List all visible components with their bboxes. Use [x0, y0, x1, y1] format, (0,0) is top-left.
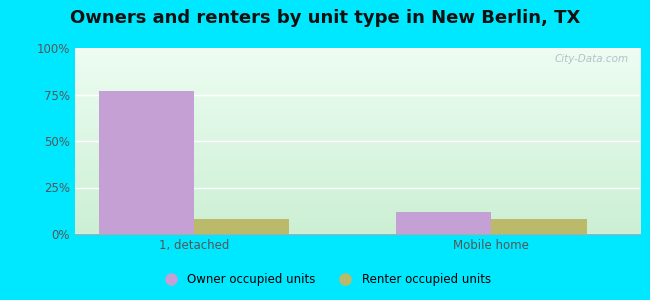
Text: City-Data.com: City-Data.com — [555, 54, 629, 64]
Bar — [491, 219, 587, 234]
Text: Owners and renters by unit type in New Berlin, TX: Owners and renters by unit type in New B… — [70, 9, 580, 27]
Bar — [194, 219, 289, 234]
Legend: Owner occupied units, Renter occupied units: Owner occupied units, Renter occupied un… — [154, 269, 496, 291]
Bar — [396, 212, 491, 234]
Bar — [99, 91, 194, 234]
